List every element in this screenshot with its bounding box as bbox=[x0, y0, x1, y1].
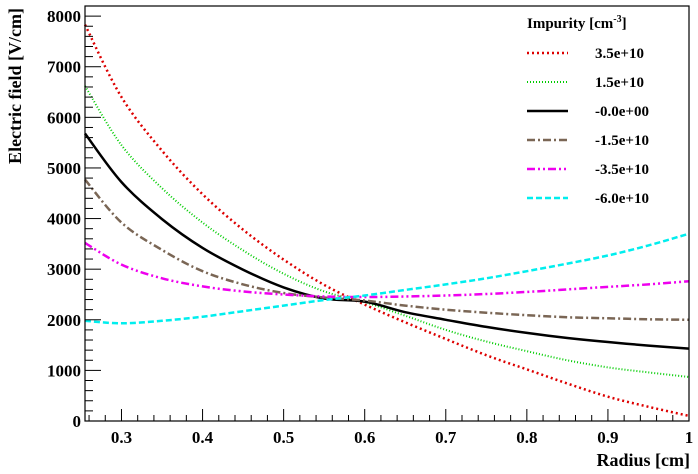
tick-layer bbox=[85, 5, 690, 422]
y-tick-labels: 0 1000 2000 3000 4000 5000 6000 7000 8000 bbox=[47, 7, 81, 431]
x-tick-label: 1 bbox=[685, 428, 694, 447]
legend-entry: -6.0e+10 bbox=[527, 191, 649, 207]
x-tick-label: 0.8 bbox=[516, 428, 537, 447]
y-tick-label: 0 bbox=[73, 412, 82, 431]
series-line-2 bbox=[84, 132, 690, 350]
legend-entry: -0.0e+00 bbox=[527, 104, 649, 120]
x-tick-label: 0.4 bbox=[192, 428, 214, 447]
legend-label: 3.5e+10 bbox=[595, 46, 644, 62]
y-tick-label: 8000 bbox=[47, 7, 81, 26]
series-line-1 bbox=[84, 85, 690, 378]
series-line-5 bbox=[84, 232, 690, 325]
legend-entry: 3.5e+10 bbox=[527, 46, 644, 62]
x-tick-label: 0.9 bbox=[597, 428, 618, 447]
legend-entry: 1.5e+10 bbox=[527, 75, 644, 91]
legend-title-end: ] bbox=[622, 16, 627, 32]
series-line-3 bbox=[84, 178, 690, 322]
legend-label: 1.5e+10 bbox=[595, 75, 644, 91]
y-axis-title: Electric field [V/cm] bbox=[5, 8, 25, 164]
legend-title: Impurity [cm-3] bbox=[527, 14, 627, 32]
x-tick-label: 0.7 bbox=[435, 428, 457, 447]
y-tick-label: 7000 bbox=[47, 58, 81, 77]
series-line-4 bbox=[84, 241, 690, 299]
legend-entry: -3.5e+10 bbox=[527, 162, 649, 178]
series-line-0 bbox=[83, 24, 690, 418]
y-tick-label: 1000 bbox=[47, 361, 81, 380]
legend-entries: 3.5e+10 1.5e+10 -0.0e+00 -1.5e+10 -3.5e+10 -6… bbox=[527, 46, 649, 207]
legend-label: -3.5e+10 bbox=[595, 162, 649, 178]
legend-label: -1.5e+10 bbox=[595, 133, 649, 149]
legend-title-main: Impurity [cm bbox=[527, 16, 614, 32]
legend-title-sup: -3 bbox=[613, 14, 621, 25]
series-layer bbox=[83, 24, 690, 418]
y-tick-label: 6000 bbox=[47, 108, 81, 127]
plot-frame bbox=[84, 5, 690, 422]
x-tick-labels: 0.3 0.4 0.5 0.6 0.7 0.8 0.9 1 bbox=[111, 428, 693, 447]
legend-entry: -1.5e+10 bbox=[527, 133, 649, 149]
x-tick-label: 0.5 bbox=[273, 428, 294, 447]
legend-label: -6.0e+10 bbox=[595, 191, 649, 207]
y-tick-label: 5000 bbox=[47, 159, 81, 178]
y-tick-label: 3000 bbox=[47, 260, 81, 279]
x-tick-label: 0.3 bbox=[111, 428, 132, 447]
x-axis-title: Radius [cm] bbox=[597, 450, 691, 470]
y-tick-label: 2000 bbox=[47, 311, 81, 330]
legend: Impurity [cm-3] 3.5e+10 1.5e+10 -0.0e+00 -1… bbox=[527, 14, 649, 207]
y-tick-label: 4000 bbox=[47, 210, 81, 229]
x-tick-label: 0.6 bbox=[354, 428, 375, 447]
legend-label: -0.0e+00 bbox=[595, 104, 649, 120]
